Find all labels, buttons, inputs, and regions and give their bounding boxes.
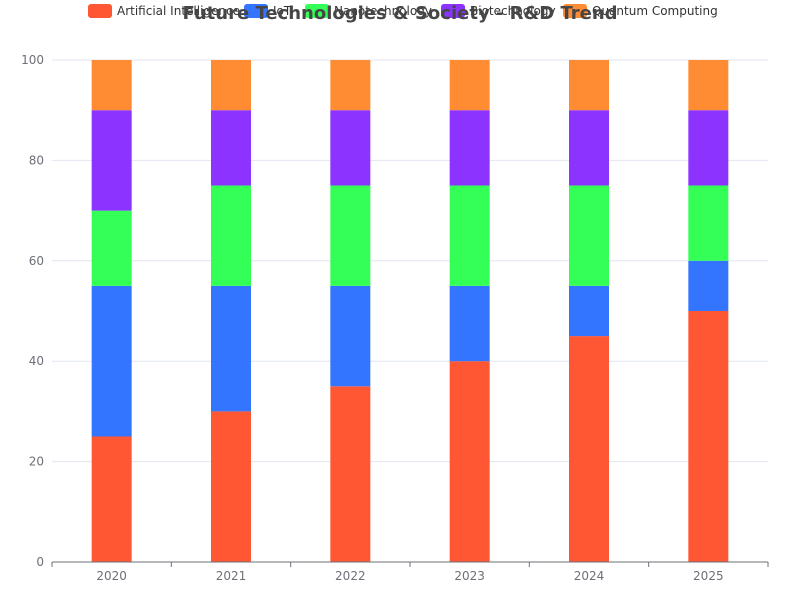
bar-segment[interactable] bbox=[330, 386, 371, 562]
bar-segment[interactable] bbox=[688, 311, 729, 562]
y-tick-label: 80 bbox=[29, 153, 44, 167]
legend-swatch bbox=[563, 4, 587, 18]
bar-segment[interactable] bbox=[569, 285, 609, 337]
bar-segment[interactable] bbox=[449, 60, 490, 111]
bar-segment[interactable] bbox=[449, 361, 490, 562]
legend-label: IoT bbox=[273, 4, 292, 18]
bar-segment[interactable] bbox=[211, 110, 251, 186]
x-tick-label: 2023 bbox=[454, 569, 485, 583]
bar-segment[interactable] bbox=[569, 336, 609, 562]
bar-segment[interactable] bbox=[211, 285, 251, 412]
legend-swatch bbox=[305, 4, 329, 18]
bar-segment[interactable] bbox=[211, 60, 251, 111]
x-tick-label: 2022 bbox=[335, 569, 366, 583]
legend-label: Artificial Intelligence bbox=[117, 4, 240, 18]
bar-segment[interactable] bbox=[211, 411, 251, 562]
x-tick-label: 2021 bbox=[216, 569, 247, 583]
y-tick-label: 60 bbox=[29, 254, 44, 268]
x-tick-label: 2020 bbox=[96, 569, 127, 583]
y-tick-label: 20 bbox=[29, 455, 44, 469]
grid-lines bbox=[52, 59, 768, 463]
bar-segment[interactable] bbox=[91, 285, 132, 437]
x-tick-label: 2025 bbox=[693, 569, 724, 583]
legend-item[interactable]: IoT bbox=[244, 4, 292, 18]
legend: Artificial Intelligence IoT Nanotechnology… bbox=[88, 4, 718, 18]
y-tick-label: 40 bbox=[29, 354, 44, 368]
bar-segment[interactable] bbox=[688, 60, 729, 111]
axes: 0 20 40 60 80 100 2020 2021 2022 2023 2024 2025 bbox=[21, 53, 769, 583]
bar-segment[interactable] bbox=[449, 110, 490, 186]
bar-segment[interactable] bbox=[91, 436, 132, 563]
x-tick-label: 2024 bbox=[574, 569, 605, 583]
bar-segment[interactable] bbox=[91, 210, 132, 286]
legend-swatch bbox=[244, 4, 268, 18]
bar-segment[interactable] bbox=[688, 185, 729, 261]
legend-label: Quantum Computing bbox=[592, 4, 718, 18]
chart-title: Future Technologies & Society - R&D Tren… bbox=[182, 3, 617, 24]
bar-segment[interactable] bbox=[569, 185, 609, 286]
y-tick-label: 0 bbox=[36, 555, 44, 569]
legend-swatch bbox=[88, 4, 112, 18]
bar-segment[interactable] bbox=[211, 185, 251, 286]
bar-segment[interactable] bbox=[91, 110, 132, 211]
bar-segment[interactable] bbox=[91, 60, 132, 111]
legend-item[interactable]: Quantum Computing bbox=[563, 4, 718, 18]
legend-item[interactable]: Biotechnology bbox=[441, 4, 556, 18]
legend-swatch bbox=[441, 4, 465, 18]
bar-segment[interactable] bbox=[330, 185, 371, 286]
bar-segment[interactable] bbox=[330, 285, 371, 387]
bar-segment[interactable] bbox=[569, 60, 609, 111]
bar-segment[interactable] bbox=[330, 110, 371, 186]
bar-segment[interactable] bbox=[449, 285, 490, 362]
y-tick-label: 100 bbox=[21, 53, 44, 67]
legend-item[interactable]: Artificial Intelligence bbox=[88, 4, 240, 18]
bar-segment[interactable] bbox=[688, 110, 729, 186]
bar-segment[interactable] bbox=[449, 185, 490, 286]
bars bbox=[91, 60, 729, 563]
bar-segment[interactable] bbox=[569, 110, 609, 186]
bar-segment[interactable] bbox=[330, 60, 371, 111]
legend-label: Nanotechnology bbox=[334, 4, 432, 18]
legend-item[interactable]: Nanotechnology bbox=[305, 4, 432, 18]
legend-label: Biotechnology bbox=[470, 4, 556, 18]
bar-segment[interactable] bbox=[688, 260, 729, 311]
